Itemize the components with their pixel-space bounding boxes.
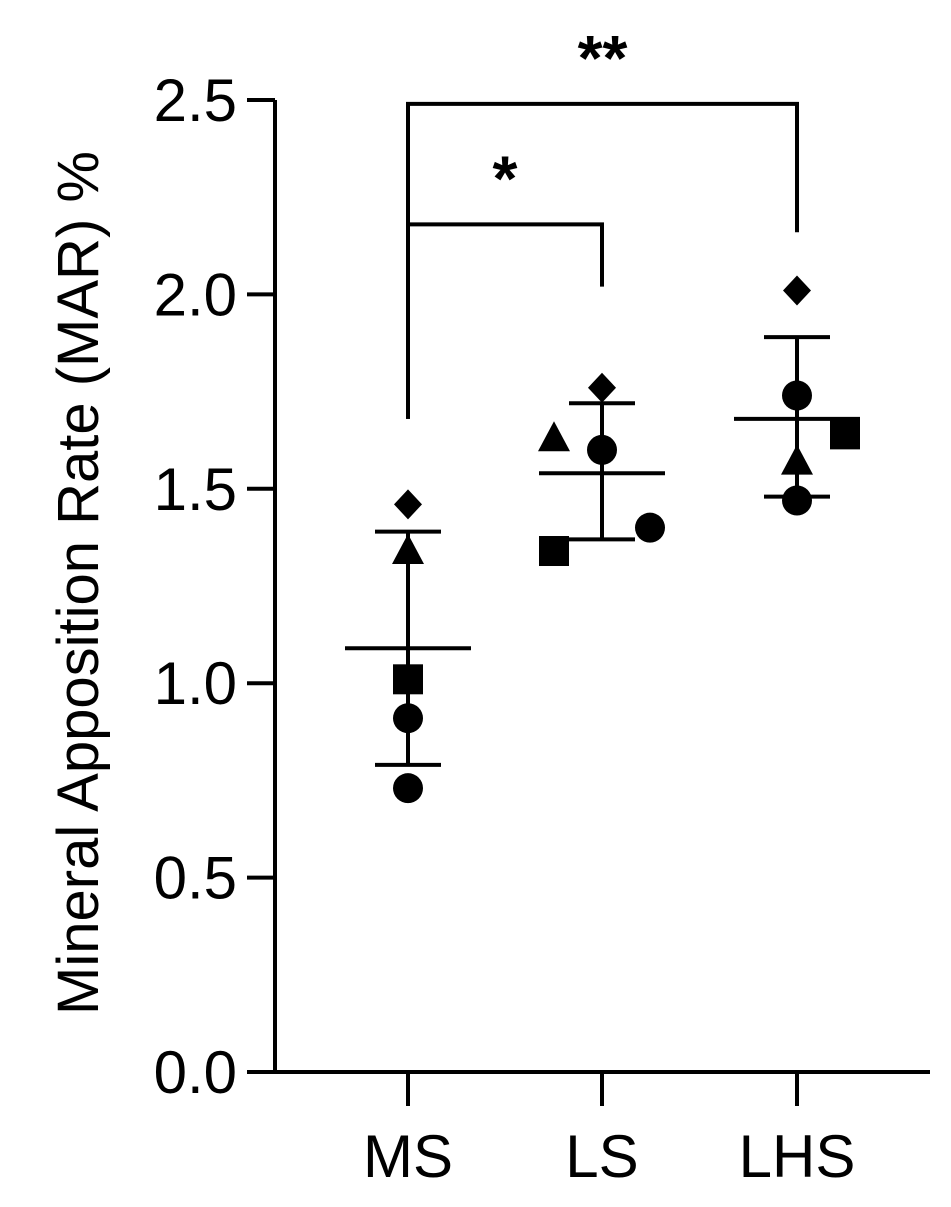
y-tick-label: 2.0 [154, 261, 237, 328]
point-square [393, 664, 423, 695]
point-square [539, 536, 569, 567]
significance-label: * [493, 142, 518, 214]
y-tick-label: 1.5 [154, 456, 237, 523]
x-axis: MS LS LHS [275, 1070, 930, 1190]
y-tick-label: 0.5 [154, 845, 237, 912]
significance-bracket [406, 101, 799, 419]
point-circle [587, 434, 617, 465]
significance-label: ** [578, 22, 628, 94]
point-circle [782, 485, 812, 516]
x-tick-label: LS [565, 1123, 638, 1190]
y-tick-label: 1.0 [154, 650, 237, 717]
data-points [392, 275, 860, 804]
point-diamond [394, 489, 422, 520]
y-axis-label: Mineral Apposition Rate (MAR) % [46, 151, 111, 1015]
x-tick-label: MS [363, 1123, 453, 1190]
y-tick-label: 2.5 [154, 67, 237, 134]
point-diamond [588, 372, 616, 403]
x-tick-label: LHS [739, 1123, 856, 1190]
point-circle [393, 773, 423, 804]
point-triangle [781, 444, 813, 475]
point-circle [393, 703, 423, 734]
point-diamond [783, 275, 811, 306]
point-triangle [538, 421, 570, 452]
point-triangle [392, 534, 424, 565]
significance-bracket [406, 222, 604, 419]
point-circle [635, 512, 665, 543]
point-circle [782, 380, 812, 411]
y-tick-label: 0.0 [154, 1039, 237, 1106]
significance-brackets: *** [406, 22, 799, 419]
point-square [830, 419, 860, 450]
y-axis: 0.0 0.5 1.0 1.5 2.0 2.5 [154, 67, 277, 1106]
